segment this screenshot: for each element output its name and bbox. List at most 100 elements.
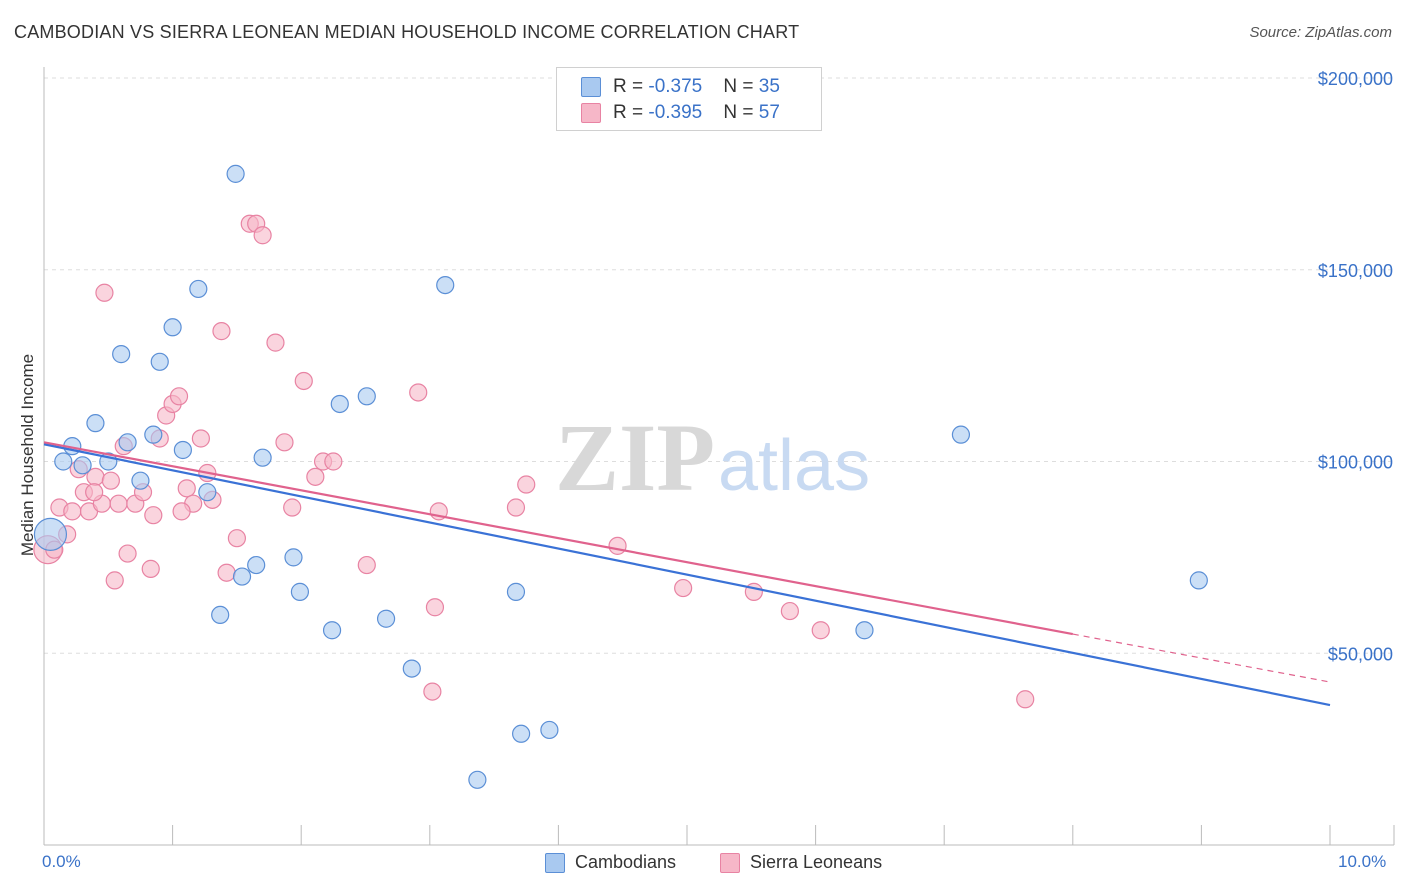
sierra-leonean-point (324, 452, 343, 471)
cambodian-point (150, 352, 169, 371)
cambodian-point (54, 452, 73, 471)
chart-title: CAMBODIAN VS SIERRA LEONEAN MEDIAN HOUSE… (14, 22, 800, 42)
legend-swatch-blue (545, 852, 565, 873)
cambodian-point (86, 414, 105, 433)
cambodian-point (253, 448, 272, 467)
legend-r-label: R = (613, 76, 649, 97)
sierra-leonean-point (118, 544, 137, 563)
cambodian-point (211, 605, 230, 625)
sierra-leonean-point (306, 467, 325, 486)
sierra-leonean-point (674, 578, 693, 598)
cambodian-point (284, 548, 303, 567)
sierra-leonean-point (517, 475, 536, 494)
sierra-leonean-point (212, 322, 231, 341)
cambodian-point (506, 582, 526, 601)
cambodian-point (226, 164, 245, 183)
y-tick-label: $50,000 (1328, 644, 1393, 664)
sierra-leonean-point (357, 555, 376, 575)
sierra-leonean-point (253, 226, 272, 245)
x-tick-label-max: 10.0% (1338, 852, 1387, 871)
watermark: ZIP atlas (555, 404, 870, 511)
sierra-leonean-point (1016, 690, 1035, 709)
sierra-leonean-point (425, 598, 445, 617)
sierra-leonean-point (608, 536, 627, 555)
legend-n-value: 57 (758, 102, 780, 123)
sierra-leonean-point (169, 387, 189, 406)
legend-swatch-pink (581, 103, 601, 123)
y-tick-label: $200,000 (1318, 69, 1393, 89)
sierra-leonean-point (811, 621, 830, 640)
points-layer (33, 164, 1208, 789)
sierra-leonean-point (105, 571, 124, 590)
cambodian-point (232, 567, 252, 586)
legend-r-label: R = (613, 102, 649, 123)
cambodian-point (73, 456, 92, 475)
legend-n-label: N = (723, 76, 759, 97)
sierra-leonean-point (177, 479, 196, 498)
legend-row-sierra-leoneans: R = -0.395 N = 57 (581, 101, 780, 125)
legend-label-sierra-leoneans: Sierra Leoneans (750, 852, 883, 872)
y-axis-label: Median Household Income (18, 353, 37, 557)
sierra-leonean-point (227, 529, 246, 548)
source-label: Source: ZipAtlas.com (1249, 24, 1392, 41)
legend-label-cambodians: Cambodians (575, 852, 677, 872)
cambodian-point (173, 440, 192, 460)
watermark-atlas: atlas (718, 426, 870, 506)
y-tick-label: $100,000 (1318, 453, 1393, 473)
cambodian-point (198, 483, 217, 502)
sierra-leonean-point (85, 483, 104, 502)
cambodian-point (322, 621, 342, 640)
cambodian-point (376, 609, 396, 628)
x-tick-label-min: 0.0% (42, 852, 81, 871)
cambodian-point (118, 433, 137, 452)
series-legend: Cambodians Sierra Leoneans (0, 852, 1406, 878)
cambodian-point (330, 394, 349, 414)
legend-n-label: N = (723, 102, 759, 123)
cambodian-point (436, 275, 455, 295)
cambodian-point (1189, 571, 1208, 590)
cambodian-point (402, 659, 421, 678)
cambodian-point (951, 425, 971, 444)
cambodian-point (131, 471, 150, 490)
cambodian-point (163, 318, 182, 337)
legend-swatch-blue (581, 77, 601, 97)
cambodian-point (512, 724, 531, 743)
sierra-leonean-point (95, 283, 114, 302)
trend-layer (43, 441, 1331, 707)
sierra-leonean-point (780, 601, 799, 621)
sierra-leonean-point (275, 433, 294, 452)
sierra-leonean-point (109, 494, 128, 513)
sierra-leonean-point (101, 471, 120, 490)
legend-item-sierra-leoneans: Sierra Leoneans (720, 852, 882, 873)
cambodian-point (189, 279, 208, 299)
sierra-leonean-point (144, 506, 163, 525)
sierra-leonean-point (266, 333, 285, 352)
legend-swatch-pink (720, 852, 740, 873)
sierra-leonean-point (423, 682, 442, 701)
legend-item-cambodians: Cambodians (545, 852, 676, 873)
y-tick-label: $150,000 (1318, 261, 1393, 281)
sierra-leonean-point (191, 429, 210, 448)
sierra-leonean-point (283, 498, 302, 517)
cambodian-point (357, 387, 376, 406)
axis-layer (43, 67, 1395, 846)
cambodian-point (144, 425, 163, 444)
sierra-leonean-point (172, 502, 191, 521)
grid-layer (44, 77, 1394, 654)
sierra-leonean-trend-line (43, 441, 1074, 636)
cambodian-point (112, 345, 131, 364)
sierra-leonean-point (506, 498, 526, 517)
cambodian-trend-line (43, 443, 1331, 707)
sierra-leonean-point (141, 559, 160, 578)
cambodian-point (540, 720, 559, 740)
cambodian-point (247, 555, 266, 575)
sierra-leonean-point (63, 502, 82, 521)
legend-r-value: -0.375 (648, 76, 703, 97)
legend-n-value: 35 (758, 76, 780, 97)
legend-r-value: -0.395 (648, 102, 703, 123)
cambodian-point (33, 517, 68, 551)
legend-row-cambodians: R = -0.375 N = 35 (581, 75, 780, 99)
correlation-legend: R = -0.375 N = 35 R = -0.395 N = 57 (556, 67, 822, 131)
sierra-leonean-point (217, 563, 236, 582)
